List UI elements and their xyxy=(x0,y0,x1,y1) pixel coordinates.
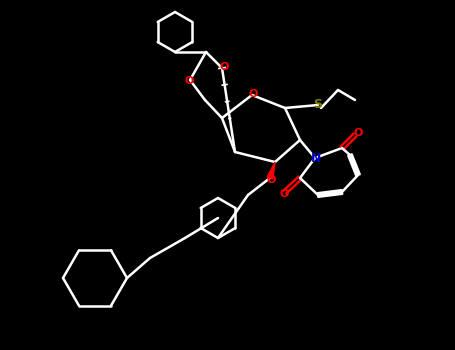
Text: O: O xyxy=(248,89,258,99)
Polygon shape xyxy=(267,162,275,179)
Text: O: O xyxy=(219,62,229,72)
Text: O: O xyxy=(184,76,194,86)
Text: S: S xyxy=(313,98,323,111)
Text: O: O xyxy=(279,189,288,199)
Text: O: O xyxy=(266,175,276,185)
Text: N: N xyxy=(311,153,321,166)
Text: O: O xyxy=(354,128,363,138)
